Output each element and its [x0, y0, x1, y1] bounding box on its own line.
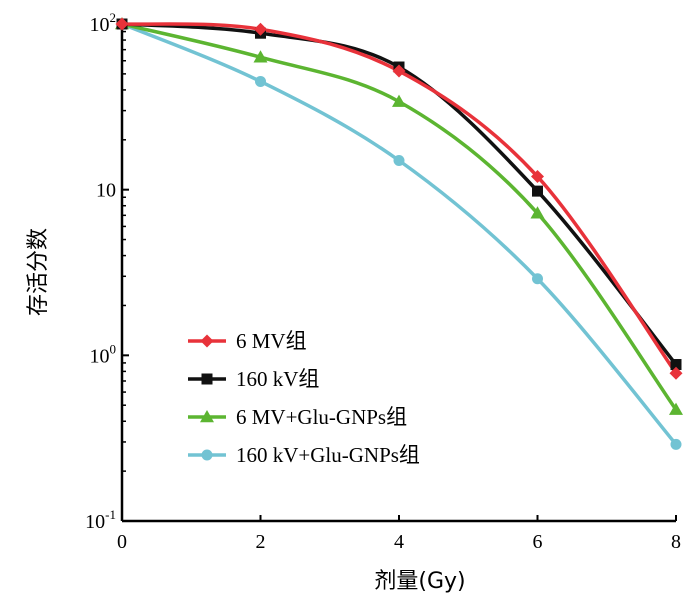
y-tick-label-base: 10	[96, 180, 116, 202]
data-point	[392, 94, 406, 107]
legend-swatch-marker	[200, 410, 214, 423]
series-line	[121, 22, 678, 411]
data-point	[669, 402, 683, 415]
x-tick-label: 4	[394, 531, 404, 553]
x-axis-title: 剂量(Gy)	[374, 569, 465, 594]
series-lines	[121, 22, 678, 446]
data-point	[670, 438, 682, 450]
data-point	[253, 50, 268, 63]
data-point	[670, 359, 682, 371]
x-tick-label: 2	[256, 531, 266, 553]
y-tick-label-exponent: 2	[110, 10, 117, 25]
y-tick-label: 100	[90, 341, 117, 367]
data-point	[532, 273, 543, 285]
legend-swatch-marker	[201, 449, 213, 461]
legend-label: 6 MV组	[236, 329, 307, 353]
data-point	[530, 206, 545, 219]
data-point	[115, 17, 129, 31]
legend-label: 160 kV组	[236, 367, 319, 391]
legend: 6 MV组 160 kV组 6 MV+Glu-GNPs组 160 kV+Glu-GNP…	[188, 329, 420, 467]
data-point	[393, 154, 405, 166]
series-line	[121, 22, 678, 375]
x-tick-label: 8	[671, 531, 681, 553]
series-line	[121, 22, 678, 446]
legend-label: 160 kV+Glu-GNPs组	[236, 443, 420, 467]
legend-swatch-marker	[201, 373, 213, 385]
x-tick-label: 0	[117, 531, 127, 553]
x-tick-label: 6	[533, 531, 543, 553]
y-tick-label-exponent: 0	[110, 341, 117, 356]
series-markers	[115, 17, 683, 450]
data-point	[392, 64, 406, 78]
y-tick-label: 10-1	[85, 507, 116, 533]
data-point	[532, 185, 543, 197]
y-tick-label-exponent: -1	[105, 507, 116, 522]
legend-label: 6 MV+Glu-GNPs组	[236, 405, 407, 429]
y-tick-label-base: 10	[90, 345, 110, 367]
data-point	[531, 170, 544, 184]
data-point	[254, 22, 267, 36]
y-tick-label-base: 10	[90, 14, 110, 36]
y-tick-label: 102	[90, 10, 117, 36]
y-axis-title: 存活分数	[26, 228, 51, 316]
data-point	[669, 366, 683, 380]
data-point	[255, 75, 266, 87]
y-tick-label: 10	[96, 180, 116, 202]
y-tick-label-base: 10	[85, 511, 105, 533]
legend-swatch-marker	[200, 334, 214, 348]
series-line	[121, 22, 678, 366]
